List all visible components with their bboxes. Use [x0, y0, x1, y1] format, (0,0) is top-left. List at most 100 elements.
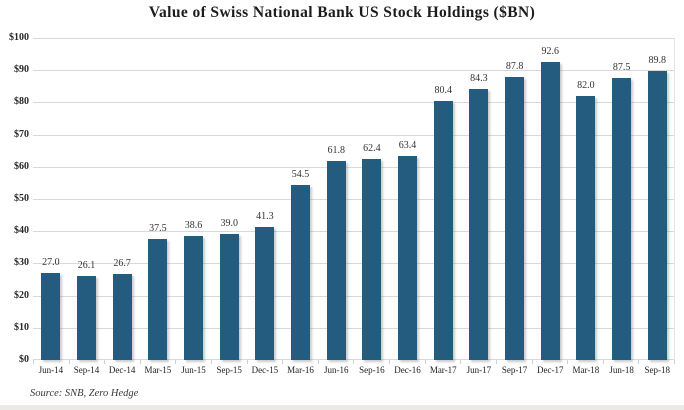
x-tick-label: Jun-15: [181, 365, 206, 375]
bar: [255, 227, 275, 360]
bar-value-label: 87.8: [505, 61, 524, 73]
gridline: [33, 295, 675, 297]
x-tick-label: Dec-17: [536, 365, 564, 375]
bar-slot: 54.5: [283, 38, 319, 360]
axis-tick: [33, 360, 70, 364]
axis-tick: [212, 360, 248, 364]
x-tick-label: Mar-16: [287, 365, 314, 375]
bar: [41, 273, 61, 360]
bar-slot: 63.4: [390, 38, 426, 360]
x-tick-label: Mar-18: [572, 365, 600, 375]
bar-slot: 92.6: [532, 38, 568, 360]
axis-tick: [248, 360, 284, 364]
gridline: [33, 327, 675, 329]
gridline: [33, 134, 675, 136]
bar-value-label: 27.0: [42, 257, 60, 269]
axis-tick: [390, 360, 426, 364]
chart-title: Value of Swiss National Bank US Stock Ho…: [148, 4, 536, 21]
bar-value-label: 38.6: [184, 219, 203, 231]
x-tick-label: Dec-14: [108, 365, 136, 375]
x-tick-label: Jun-18: [609, 365, 634, 375]
axis-tick: [70, 360, 106, 364]
bar-value-label: 54.5: [291, 168, 310, 180]
bar: [148, 239, 168, 360]
bar-value-label: 63.4: [398, 139, 417, 151]
axis-tick: [141, 360, 177, 364]
x-tick-label: Jun-17: [466, 365, 492, 375]
bar-value-label: 89.8: [648, 54, 667, 66]
bar-slot: 26.1: [69, 38, 105, 360]
axis-tick: [497, 360, 533, 364]
bar-slot: 38.6: [176, 38, 212, 360]
bar: [505, 77, 525, 360]
y-tick-label: $30: [14, 257, 29, 269]
bar-slot: 62.4: [354, 38, 390, 360]
plot-area: 27.0 26.1 26.7 37.5 38.6 39.0 41.3 54.5 61.8 62.4…: [33, 38, 675, 360]
plot-right-border: [674, 38, 675, 360]
bar-value-label: 26.1: [77, 259, 96, 271]
bar: [362, 159, 382, 360]
bar-value-label: 39.0: [220, 218, 238, 230]
x-tick-label: Sep-17: [501, 365, 528, 375]
x-tick-label: Mar-17: [429, 365, 457, 375]
axis-tick: [426, 360, 462, 364]
axis-tick: [105, 360, 141, 364]
bar-slot: 27.0: [33, 38, 69, 360]
x-tick-label: Dec-15: [251, 365, 279, 375]
bar: [433, 101, 453, 360]
bar-slot: 89.8: [639, 38, 675, 360]
bar-slot: 82.0: [568, 38, 604, 360]
axis-tick: [176, 360, 213, 364]
x-tick-label: Dec-16: [394, 365, 421, 375]
x-tick-label: Sep-15: [216, 365, 242, 375]
bar-value-label: 82.0: [577, 79, 595, 91]
bar: [219, 234, 239, 360]
bar: [184, 235, 204, 360]
y-tick-label: $90: [14, 64, 29, 76]
bar: [647, 70, 667, 360]
bar: [469, 88, 489, 360]
axis-tick: [639, 360, 675, 364]
x-tick-label: Sep-14: [73, 365, 100, 375]
x-axis-ticks: [33, 360, 675, 364]
bar: [77, 275, 96, 360]
gridline: [33, 38, 675, 39]
axis-tick: [354, 360, 391, 364]
axis-tick: [319, 360, 355, 364]
x-tick-label: Sep-18: [644, 365, 671, 375]
bar-value-label: 62.4: [363, 143, 381, 155]
y-axis: $100 $90 $80 $70 $60 $50 $40 $30 $20 $10 $0: [0, 0, 29, 410]
y-tick-label: $80: [14, 96, 29, 108]
bar-slot: 84.3: [461, 38, 497, 360]
axis-tick: [461, 360, 497, 364]
bar-value-label: 26.7: [113, 258, 131, 270]
axis-tick: [533, 360, 569, 364]
gridline: [33, 263, 675, 265]
bar-slot: 41.3: [247, 38, 283, 360]
y-tick-label: $10: [14, 321, 29, 333]
bar: [326, 161, 346, 360]
gridline: [33, 199, 675, 200]
x-tick-label: Jun-14: [38, 365, 64, 375]
gridline: [33, 359, 675, 360]
bar-slot: 87.5: [604, 38, 640, 360]
bar-value-label: 80.4: [434, 85, 452, 97]
bar-value-label: 84.3: [470, 72, 488, 84]
gridline: [33, 70, 675, 72]
y-tick-label: $100: [9, 32, 29, 43]
bar-slot: 39.0: [211, 38, 247, 360]
bar: [540, 61, 560, 360]
x-axis-labels: Jun-14 Sep-14 Dec-14 Mar-15 Jun-15 Sep-15 Dec-…: [33, 365, 675, 375]
bar-value-label: 92.6: [541, 45, 559, 57]
gridline: [33, 231, 675, 233]
source-note: Source: SNB, Zero Hedge: [30, 388, 139, 399]
axis-tick: [604, 360, 640, 364]
bar-value-label: 41.3: [256, 211, 274, 223]
y-tick-label: $0: [19, 354, 29, 365]
bar-slot: 26.7: [104, 38, 140, 360]
y-tick-label: $60: [14, 160, 29, 172]
y-tick-label: $70: [14, 128, 29, 140]
bar-slot: 37.5: [140, 38, 176, 360]
bar: [398, 155, 418, 360]
x-tick-label: Mar-15: [144, 365, 172, 375]
